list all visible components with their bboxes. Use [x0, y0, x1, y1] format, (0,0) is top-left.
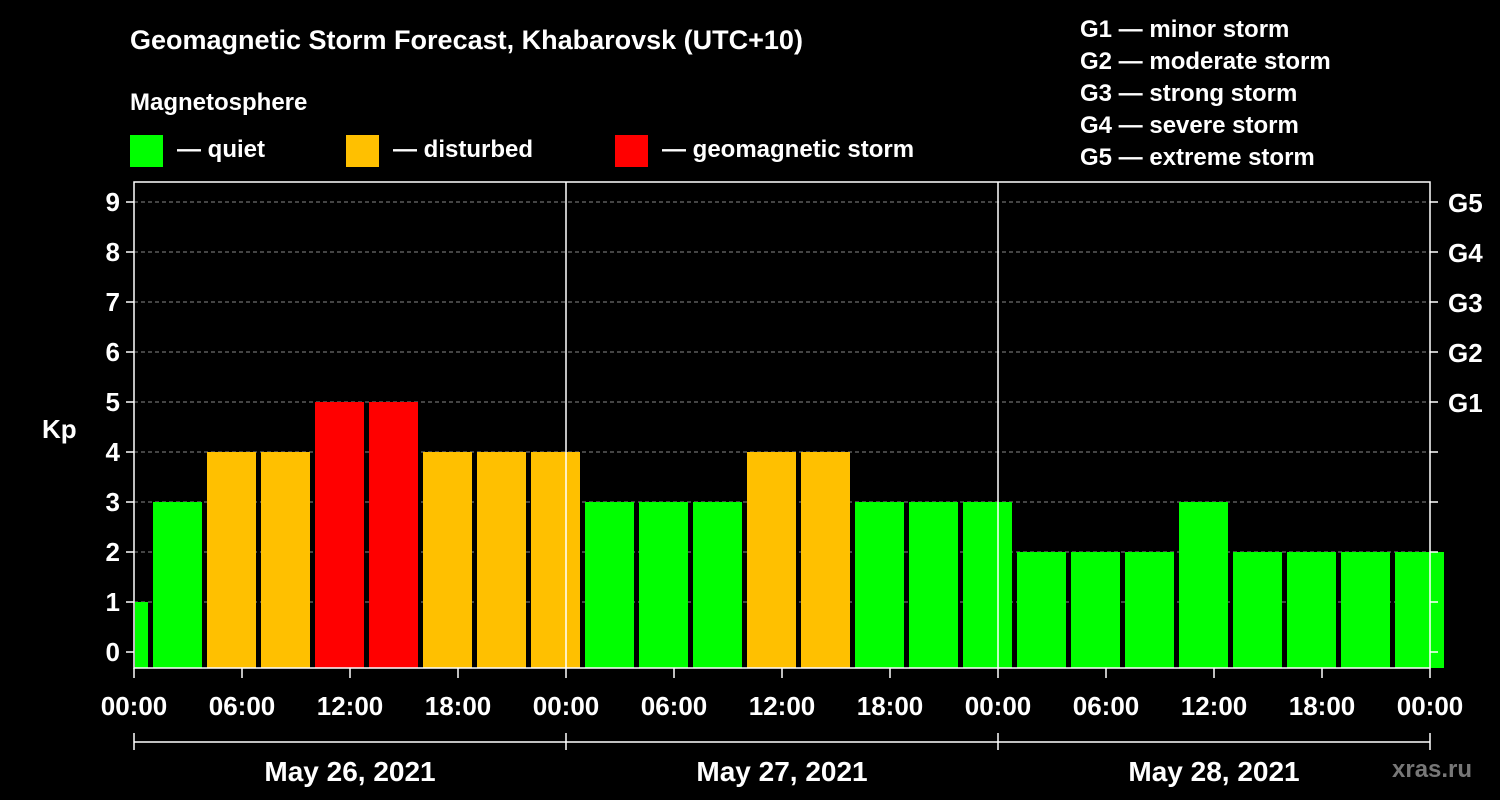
- kp-bar: [315, 402, 364, 668]
- kp-bar: [207, 452, 256, 668]
- legend-label-quiet: — quiet: [177, 136, 265, 163]
- kp-bar: [1287, 552, 1336, 668]
- kp-bar: [693, 502, 742, 668]
- g-scale-g1: G1 — minor storm: [1080, 16, 1289, 43]
- y-ticks: 0 1 2 3 4 5 6 7 8 9: [106, 187, 1438, 667]
- kp-bar: [1179, 502, 1228, 668]
- x-tick-label: 06:00: [209, 691, 276, 721]
- kp-bar: [369, 402, 418, 668]
- kp-bar: [1395, 552, 1444, 668]
- y-tick-label: 3: [106, 487, 120, 517]
- kp-bar: [531, 452, 580, 668]
- kp-bar: [1341, 552, 1390, 668]
- g-tick-label: G5: [1448, 188, 1483, 218]
- kp-bar: [1233, 552, 1282, 668]
- chart-subtitle: Magnetosphere: [130, 89, 307, 116]
- kp-bar: [1017, 552, 1066, 668]
- x-tick-label: 12:00: [1181, 691, 1248, 721]
- kp-bar: [135, 602, 148, 668]
- x-tick-label: 06:00: [1073, 691, 1140, 721]
- legend-label-storm: — geomagnetic storm: [662, 136, 914, 163]
- kp-bar: [261, 452, 310, 668]
- x-tick-label: 00:00: [1397, 691, 1464, 721]
- x-tick-label: 18:00: [425, 691, 492, 721]
- y-tick-label: 8: [106, 237, 120, 267]
- legend-label-disturbed: — disturbed: [393, 136, 533, 163]
- watermark: xras.ru: [1392, 756, 1472, 783]
- g-scale-g5: G5 — extreme storm: [1080, 144, 1315, 171]
- x-tick-label: 18:00: [1289, 691, 1356, 721]
- g-scale-g4: G4 — severe storm: [1080, 112, 1299, 139]
- y-tick-label: 5: [106, 387, 120, 417]
- y-tick-label: 6: [106, 337, 120, 367]
- kp-bar: [1071, 552, 1120, 668]
- y-tick-label: 4: [106, 437, 121, 467]
- day-label: May 26, 2021: [264, 756, 435, 787]
- kp-bar: [1125, 552, 1174, 668]
- g-tick-label: G4: [1448, 238, 1483, 268]
- x-tick-label: 00:00: [965, 691, 1032, 721]
- chart-title: Geomagnetic Storm Forecast, Khabarovsk (…: [130, 25, 803, 55]
- y-tick-label: 9: [106, 187, 120, 217]
- y-tick-label: 0: [106, 637, 120, 667]
- x-tick-label: 12:00: [317, 691, 384, 721]
- g-tick-label: G1: [1448, 388, 1483, 418]
- y-tick-label: 2: [106, 537, 120, 567]
- kp-bar: [909, 502, 958, 668]
- x-ticks: 00:00 06:00 12:00 18:00 00:00 06:00 12:00 18:00…: [101, 668, 1464, 721]
- kp-bar: [639, 502, 688, 668]
- kp-bar: [963, 502, 1012, 668]
- x-tick-label: 06:00: [641, 691, 708, 721]
- day-label: May 27, 2021: [696, 756, 867, 787]
- g-scale-g2: G2 — moderate storm: [1080, 48, 1331, 75]
- kp-bar: [801, 452, 850, 668]
- legend-swatch-quiet: [130, 135, 163, 167]
- day-label: May 28, 2021: [1128, 756, 1299, 787]
- kp-bar: [477, 452, 526, 668]
- y-tick-label: 1: [106, 587, 120, 617]
- bars: [135, 402, 1444, 668]
- kp-bar: [855, 502, 904, 668]
- kp-bar: [153, 502, 202, 668]
- g-scale-g3: G3 — strong storm: [1080, 80, 1297, 107]
- g-ticks: G1 G2 G3 G4 G5: [1448, 188, 1483, 418]
- x-tick-label: 18:00: [857, 691, 924, 721]
- y-axis-label: Kp: [42, 414, 77, 444]
- kp-bar: [585, 502, 634, 668]
- legend-swatch-storm: [615, 135, 648, 167]
- x-tick-label: 00:00: [101, 691, 168, 721]
- legend: — quiet — disturbed — geomagnetic storm: [130, 135, 914, 167]
- legend-swatch-disturbed: [346, 135, 379, 167]
- g-tick-label: G3: [1448, 288, 1483, 318]
- g-tick-label: G2: [1448, 338, 1483, 368]
- kp-bar: [747, 452, 796, 668]
- g-scale-legend: G1 — minor storm G2 — moderate storm G3 …: [1080, 16, 1331, 171]
- day-labels: May 26, 2021 May 27, 2021 May 28, 2021: [133, 733, 1431, 787]
- x-tick-label: 00:00: [533, 691, 600, 721]
- y-tick-label: 7: [106, 287, 120, 317]
- kp-bar: [423, 452, 472, 668]
- x-tick-label: 12:00: [749, 691, 816, 721]
